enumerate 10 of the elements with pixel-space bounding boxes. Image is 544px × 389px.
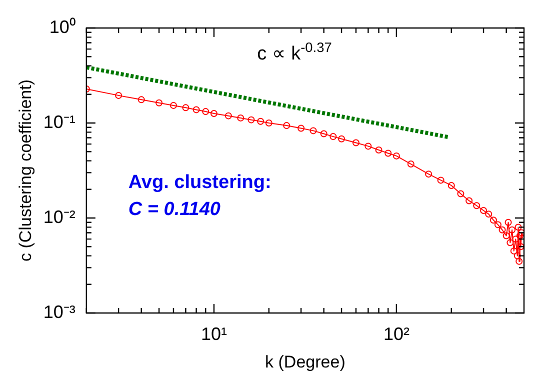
y-tick-label: 10⁻² — [43, 206, 76, 227]
annotation: Avg. clustering: — [128, 172, 272, 193]
y-axis-title: c (Clustering coefficient) — [16, 79, 35, 262]
y-tick-label: 10⁻¹ — [43, 112, 76, 132]
y-tick-label: 10⁰ — [49, 16, 76, 37]
annotation: C = 0.1140 — [128, 199, 221, 220]
x-tick-label: 10¹ — [200, 324, 227, 344]
y-tick-label: 10⁻³ — [43, 302, 76, 322]
x-tick-label: 10² — [383, 324, 410, 344]
x-axis-title: k (Degree) — [265, 352, 346, 372]
